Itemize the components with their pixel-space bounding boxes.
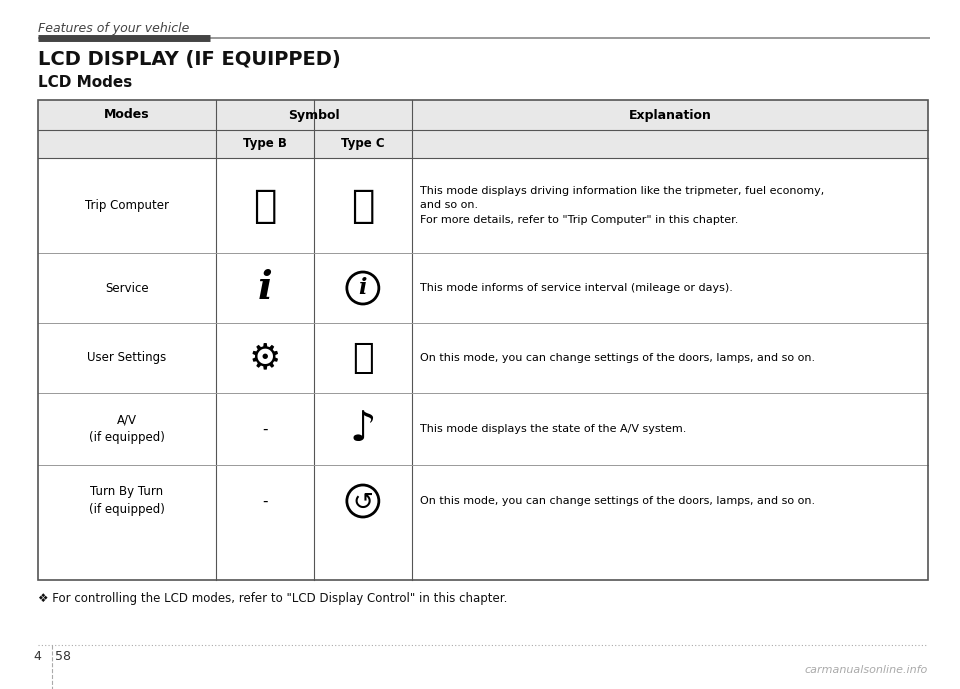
- Text: This mode displays the state of the A/V system.: This mode displays the state of the A/V …: [420, 424, 686, 434]
- Text: Explanation: Explanation: [629, 108, 711, 121]
- Text: On this mode, you can change settings of the doors, lamps, and so on.: On this mode, you can change settings of…: [420, 353, 815, 363]
- Text: -: -: [262, 493, 268, 508]
- Text: A/V
(if equipped): A/V (if equipped): [89, 413, 165, 444]
- Text: Trip Computer: Trip Computer: [85, 199, 169, 212]
- Text: This mode informs of service interval (mileage or days).: This mode informs of service interval (m…: [420, 283, 732, 293]
- Text: Service: Service: [106, 282, 149, 294]
- Text: Modes: Modes: [105, 108, 150, 121]
- Text: 🚗: 🚗: [351, 187, 374, 225]
- Text: Features of your vehicle: Features of your vehicle: [38, 22, 189, 35]
- Bar: [38, 100, 928, 580]
- Text: This mode displays driving information like the tripmeter, fuel economy,
and so : This mode displays driving information l…: [420, 186, 824, 225]
- Text: ⚙: ⚙: [249, 341, 281, 375]
- Text: carmanualsonline.info: carmanualsonline.info: [804, 665, 928, 675]
- Text: 👤: 👤: [352, 341, 373, 375]
- Text: 4: 4: [34, 650, 41, 663]
- Text: 🚘: 🚘: [253, 187, 276, 225]
- Text: On this mode, you can change settings of the doors, lamps, and so on.: On this mode, you can change settings of…: [420, 496, 815, 506]
- Text: Type B: Type B: [243, 138, 287, 150]
- Bar: [38, 100, 928, 158]
- Text: Type C: Type C: [341, 138, 385, 150]
- Text: ↺: ↺: [352, 491, 373, 515]
- Text: 58: 58: [55, 650, 71, 663]
- Text: ♪: ♪: [349, 408, 376, 450]
- Text: i: i: [359, 277, 367, 299]
- Text: LCD Modes: LCD Modes: [38, 75, 132, 90]
- Text: LCD DISPLAY (IF EQUIPPED): LCD DISPLAY (IF EQUIPPED): [38, 50, 341, 69]
- Text: Turn By Turn
(if equipped): Turn By Turn (if equipped): [89, 486, 165, 517]
- Text: Symbol: Symbol: [288, 108, 340, 121]
- Text: -: -: [262, 422, 268, 437]
- Text: i: i: [257, 269, 273, 307]
- Text: ❖ For controlling the LCD modes, refer to "LCD Display Control" in this chapter.: ❖ For controlling the LCD modes, refer t…: [38, 592, 508, 605]
- Text: User Settings: User Settings: [87, 351, 167, 364]
